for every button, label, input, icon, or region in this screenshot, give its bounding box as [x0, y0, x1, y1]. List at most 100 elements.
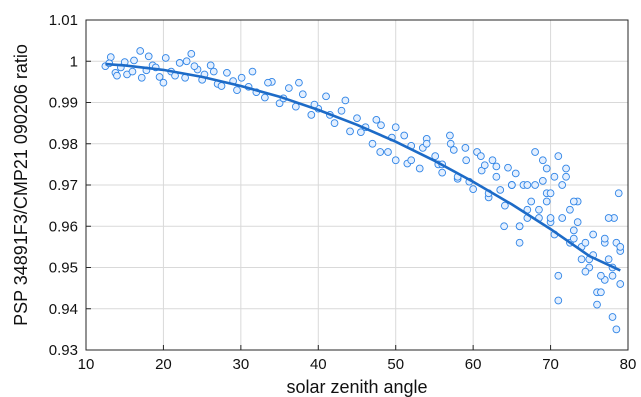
- scatter-point: [612, 325, 621, 334]
- scatter-point: [569, 234, 578, 243]
- scatter-point: [137, 73, 146, 82]
- scatter-point: [477, 152, 485, 160]
- scatter-point: [562, 172, 570, 181]
- scatter-point: [248, 67, 257, 76]
- scatter-point: [155, 73, 164, 81]
- fit-curve: [105, 62, 621, 272]
- scatter-point: [130, 56, 138, 65]
- scatter-point: [508, 181, 516, 189]
- scatter-point: [187, 49, 196, 58]
- scatter-point: [469, 185, 477, 193]
- y-tick-label: 0.94: [49, 301, 78, 318]
- x-tick-label: 40: [310, 356, 327, 373]
- x-tick-label: 80: [620, 356, 637, 373]
- scatter-point: [593, 300, 601, 309]
- scatter-point: [488, 156, 497, 165]
- scatter-point: [233, 86, 241, 94]
- scatter-point: [209, 67, 218, 76]
- scatter-point: [461, 144, 470, 152]
- scatter-point: [391, 156, 400, 165]
- scatter-point: [438, 168, 447, 177]
- x-axis-title: solar zenith angle: [286, 377, 427, 397]
- scatter-point: [577, 255, 586, 264]
- scatter-point: [531, 181, 539, 189]
- scatter-point: [190, 62, 199, 71]
- scatter-point: [604, 255, 613, 264]
- scatter-point: [384, 148, 392, 156]
- scatter-point: [113, 71, 121, 80]
- y-tick-label: 0.96: [49, 218, 78, 235]
- y-tick-label: 1.01: [49, 12, 78, 29]
- scatter-point: [175, 59, 184, 67]
- scatter-point: [161, 54, 170, 62]
- scatter-point: [554, 296, 563, 305]
- scatter-point: [616, 280, 625, 288]
- scatter-point: [217, 82, 226, 90]
- scatter-point: [295, 78, 303, 87]
- scatter-point: [182, 57, 191, 66]
- scatter-point: [159, 78, 168, 87]
- scatter-point: [573, 218, 582, 226]
- scatter-point: [377, 121, 385, 130]
- scatter-point: [462, 156, 471, 165]
- scatter-point: [500, 222, 508, 231]
- scatter-point: [554, 152, 563, 160]
- scatter-point: [400, 131, 409, 140]
- scatter-point: [285, 84, 293, 92]
- scatter-point: [275, 99, 284, 108]
- scatter-point: [128, 67, 137, 76]
- y-tick-labels: 0.93 0.94 0.95 0.96 0.97 0.98 0.99 1 1.01: [49, 12, 78, 359]
- scatter-point: [504, 163, 512, 172]
- scatter-point: [535, 205, 543, 214]
- x-tick-label: 20: [155, 356, 172, 373]
- scatter-point: [558, 181, 567, 189]
- scatter-point: [307, 111, 316, 119]
- scatter-point: [581, 267, 590, 276]
- y-tick-label: 0.93: [49, 342, 78, 359]
- scatter-point: [341, 96, 350, 105]
- scatter-point: [492, 162, 501, 171]
- scatter-point: [357, 128, 365, 137]
- x-tick-label: 70: [542, 356, 559, 373]
- scatter-point: [144, 52, 153, 61]
- scatter-point: [538, 156, 547, 165]
- scatter-point: [581, 238, 590, 247]
- scatter-point: [604, 214, 613, 222]
- scatter-point: [600, 234, 609, 243]
- scatter-point: [542, 164, 551, 173]
- scatter-point: [616, 243, 625, 251]
- y-tick-label: 0.97: [49, 177, 78, 194]
- scatter-point: [614, 189, 623, 198]
- scatter-point: [136, 47, 145, 55]
- y-gridlines: [86, 60, 628, 310]
- y-axis-title: PSP 34891F3/CMP21 090206 ratio: [11, 44, 31, 326]
- x-tick-label: 10: [78, 356, 95, 373]
- scatter-point: [558, 214, 567, 222]
- scatter-point: [546, 214, 555, 222]
- scatter-point: [589, 230, 598, 239]
- scatter-point: [407, 156, 416, 165]
- scatter-point: [353, 114, 361, 123]
- scatter-point: [496, 186, 505, 194]
- scatter-point: [346, 127, 354, 136]
- scatter-point: [106, 53, 115, 61]
- scatter-point: [376, 148, 385, 156]
- scatter-point: [368, 139, 377, 148]
- scatter-point: [538, 177, 547, 185]
- scatter-point: [449, 146, 458, 154]
- scatter-point: [515, 238, 524, 247]
- y-tick-label: 1: [70, 53, 78, 70]
- x-tick-label: 50: [387, 356, 404, 373]
- scatter-point: [542, 197, 551, 206]
- scatter-point: [264, 78, 272, 87]
- scatter-point: [446, 131, 454, 140]
- scatter-point: [550, 172, 559, 181]
- scatter-point: [298, 90, 307, 99]
- scatter-point: [446, 139, 455, 148]
- y-tick-label: 0.99: [49, 95, 78, 112]
- tick-marks: [85, 19, 629, 351]
- scatter-point: [391, 123, 400, 132]
- scatter-point: [554, 271, 563, 280]
- scatter-point: [223, 68, 231, 77]
